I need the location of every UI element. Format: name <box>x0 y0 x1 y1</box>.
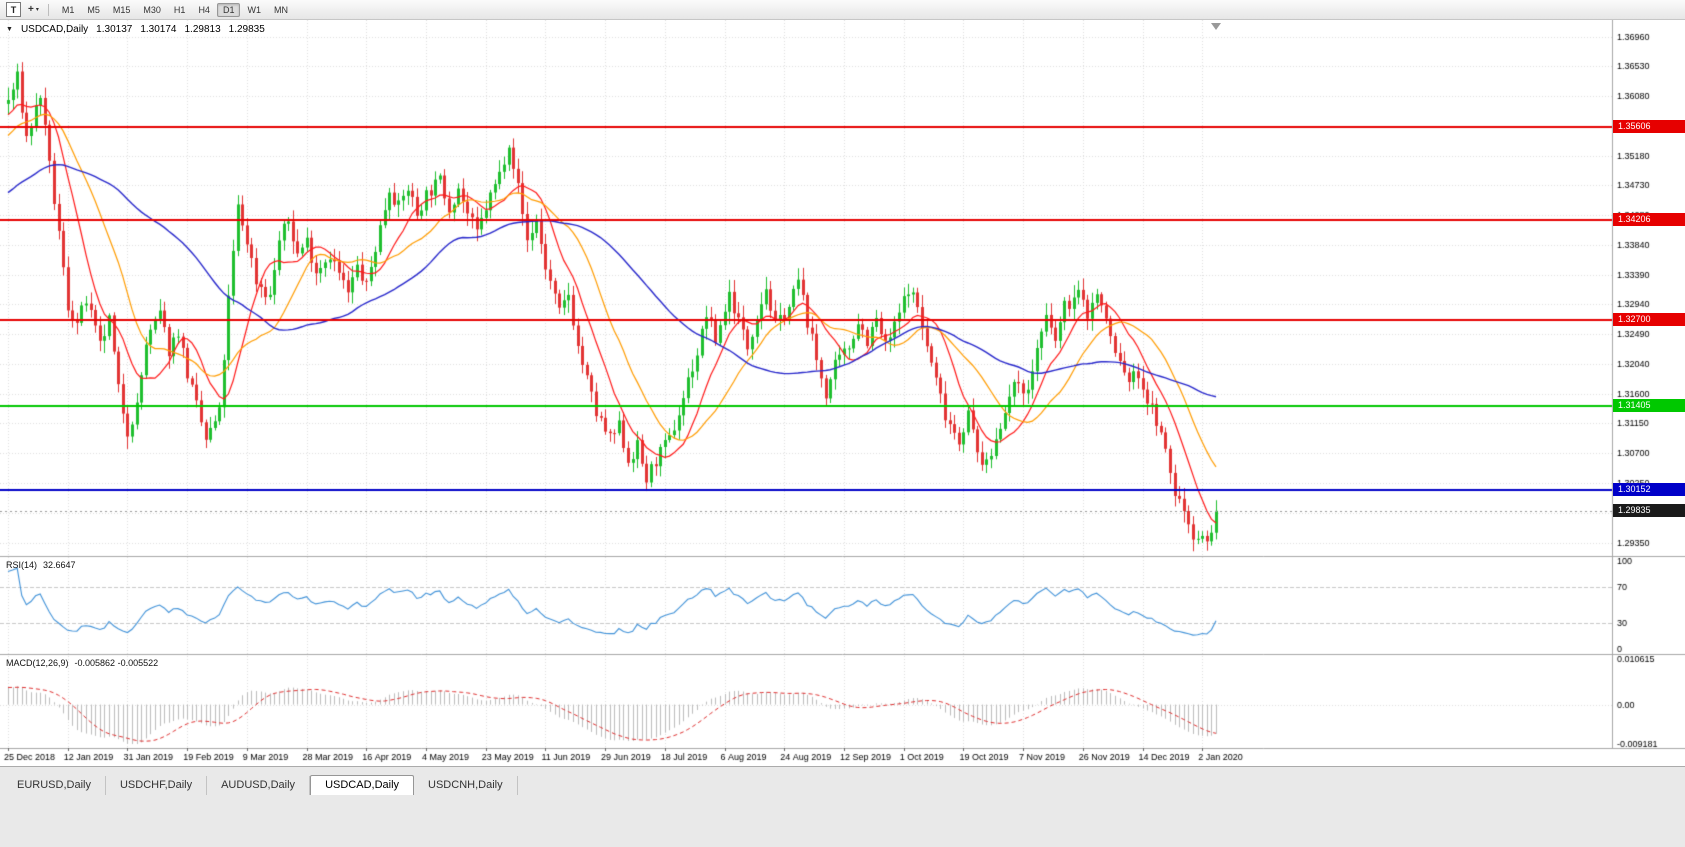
macd-indicator-header: MACD(12,26,9) -0.005862 -0.005522 <box>6 658 158 668</box>
macd-label: MACD(12,26,9) <box>6 658 69 668</box>
price-level-badge-1.31405: 1.31405 <box>1613 399 1685 413</box>
chart-tab-eurusd[interactable]: EURUSD,Daily <box>3 776 106 795</box>
chart-ohlc-header: ▼ USDCAD,Daily 1.30137 1.30174 1.29813 1… <box>6 24 265 35</box>
timeframe-button-d1[interactable]: D1 <box>216 2 241 17</box>
timeframe-button-m15[interactable]: M15 <box>107 3 137 17</box>
price-level-badge-1.34206: 1.34206 <box>1613 213 1685 227</box>
rsi-indicator-header: RSI(14) 32.6647 <box>6 560 76 570</box>
crosshair-tool-dropdown[interactable]: + ▾ <box>26 2 41 17</box>
timeframe-button-m5[interactable]: M5 <box>81 3 106 17</box>
ohlc-low: 1.29813 <box>184 24 221 35</box>
chart-tab-usdcnh[interactable]: USDCNH,Daily <box>414 776 518 795</box>
chart-tab-usdcad[interactable]: USDCAD,Daily <box>310 775 415 795</box>
chart-symbol-label: USDCAD,Daily <box>20 24 89 35</box>
toolbar-separator <box>47 3 49 16</box>
current-price-badge: 1.29835 <box>1613 503 1685 517</box>
timeframe-button-group: M1 M5 M15 M30 H1 H4 D1 W1 MN <box>56 2 294 17</box>
rsi-value: 32.6647 <box>43 560 76 570</box>
crosshair-icon: + <box>28 3 34 15</box>
price-level-badge-1.35606: 1.35606 <box>1613 120 1685 134</box>
rsi-label: RSI(14) <box>6 560 38 570</box>
chart-shift-marker[interactable] <box>1211 23 1221 30</box>
ohlc-close: 1.29835 <box>228 24 265 35</box>
chart-tab-usdchf[interactable]: USDCHF,Daily <box>106 776 208 795</box>
chart-tab-audusd[interactable]: AUDUSD,Daily <box>207 776 311 795</box>
one-click-trading-toggle[interactable]: ▼ <box>6 26 13 33</box>
ohlc-open: 1.30137 <box>96 24 133 35</box>
text-tool-icon: T <box>6 2 21 17</box>
timeframe-button-h1[interactable]: H1 <box>168 3 192 17</box>
timeframe-button-mn[interactable]: MN <box>268 3 294 17</box>
status-strip <box>0 795 1685 847</box>
chart-window: ▼ USDCAD,Daily 1.30137 1.30174 1.29813 1… <box>0 20 1685 766</box>
chart-tab-bar: EURUSD,Daily USDCHF,Daily AUDUSD,Daily USDC… <box>0 766 1685 795</box>
timeframe-toolbar: T + ▾ M1 M5 M15 M30 H1 H4 D1 W1 MN <box>0 0 1685 20</box>
macd-values: -0.005862 -0.005522 <box>74 658 159 668</box>
timeframe-button-w1[interactable]: W1 <box>241 3 267 17</box>
timeframe-button-m1[interactable]: M1 <box>56 3 81 17</box>
price-level-badge-1.32700: 1.32700 <box>1613 313 1685 327</box>
timeframe-button-h4[interactable]: H4 <box>192 3 216 17</box>
price-level-badge-1.30152: 1.30152 <box>1613 482 1685 496</box>
candlestick-chart-canvas[interactable] <box>0 20 1685 766</box>
text-tool-button[interactable]: T <box>4 2 23 17</box>
chevron-down-icon: ▾ <box>35 7 39 13</box>
timeframe-button-m30[interactable]: M30 <box>137 3 167 17</box>
ohlc-high: 1.30174 <box>140 24 177 35</box>
